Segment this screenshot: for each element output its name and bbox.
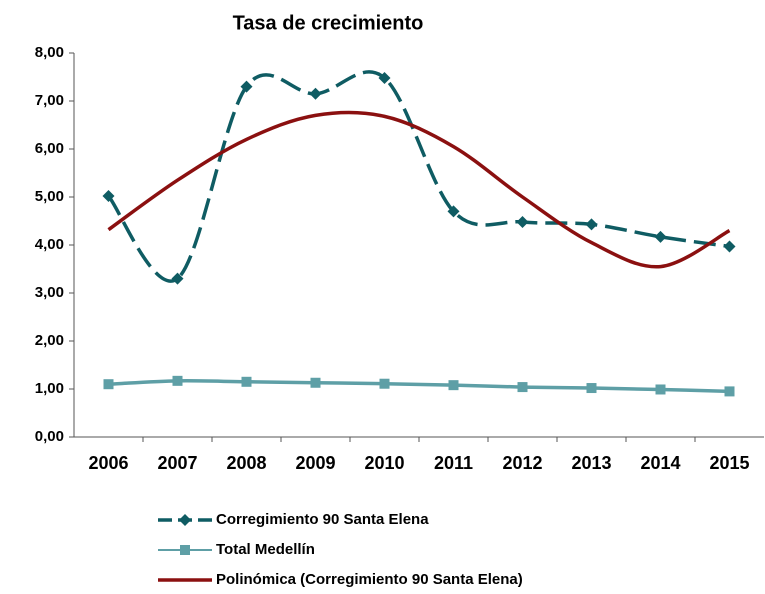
chart-title: Tasa de crecimiento	[233, 12, 424, 34]
y-tick-label: 4,00	[35, 236, 64, 253]
data-point	[655, 384, 666, 395]
data-point	[378, 71, 391, 84]
data-point	[310, 377, 321, 388]
y-tick-label: 1,00	[35, 380, 64, 397]
legend-marker	[179, 514, 191, 526]
x-tick-label: 2008	[226, 453, 266, 473]
x-tick-label: 2014	[640, 453, 680, 473]
y-tick-label: 7,00	[35, 92, 64, 109]
y-tick-label: 3,00	[35, 284, 64, 301]
data-point	[240, 80, 253, 93]
data-point	[448, 380, 459, 391]
data-point	[586, 383, 597, 394]
x-tick-label: 2010	[364, 453, 404, 473]
data-point	[517, 382, 528, 393]
x-tick-label: 2009	[295, 453, 335, 473]
data-point	[241, 376, 252, 387]
data-point	[172, 375, 183, 386]
y-tick-label: 0,00	[35, 428, 64, 445]
data-point	[309, 87, 322, 100]
data-point	[654, 230, 667, 243]
series-line	[108, 379, 730, 394]
data-point	[447, 205, 460, 218]
x-tick-label: 2006	[88, 453, 128, 473]
data-point	[516, 215, 529, 228]
y-tick-label: 8,00	[35, 44, 64, 61]
series-line	[107, 70, 730, 283]
data-point	[724, 386, 735, 397]
x-tick-label: 2007	[157, 453, 197, 473]
x-tick-label: 2015	[709, 453, 749, 473]
legend-marker	[180, 545, 190, 555]
legend-label: Polinómica (Corregimiento 90 Santa Elena…	[216, 571, 523, 588]
legend-label: Total Medellín	[216, 541, 315, 558]
x-tick-label: 2013	[571, 453, 611, 473]
y-tick-label: 6,00	[35, 140, 64, 157]
series-line	[107, 110, 731, 269]
data-point	[723, 240, 736, 253]
x-tick-label: 2011	[434, 453, 473, 473]
data-point	[379, 378, 390, 389]
data-point	[585, 218, 598, 231]
data-point	[102, 190, 115, 203]
y-tick-label: 2,00	[35, 332, 64, 349]
x-tick-label: 2012	[502, 453, 542, 473]
legend-label: Corregimiento 90 Santa Elena	[216, 511, 429, 528]
y-tick-label: 5,00	[35, 188, 64, 205]
data-point	[171, 272, 184, 285]
data-point	[103, 379, 114, 390]
